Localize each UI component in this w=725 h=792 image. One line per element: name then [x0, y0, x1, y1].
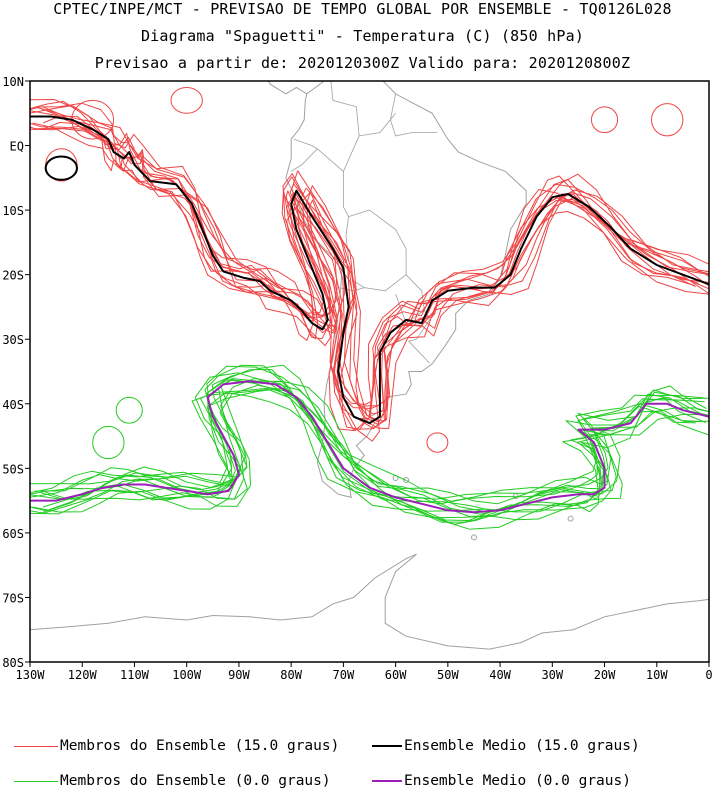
- mean15-line: [30, 115, 709, 425]
- y-tick-label: 10N: [2, 75, 24, 89]
- legend-black-label: Ensemble Medio (15.0 graus): [404, 738, 640, 754]
- member-closed-contour-6: [115, 396, 143, 424]
- members15-line-11: [30, 126, 695, 432]
- x-tick-label: 50W: [437, 668, 459, 682]
- land-island-2: [567, 515, 574, 522]
- members15-line-5: [30, 105, 709, 409]
- x-tick-label: 10W: [646, 668, 668, 682]
- members15-line-14: [42, 121, 709, 429]
- y-tick-label: 20S: [2, 269, 24, 283]
- spaghetti-chart: 130W 120W 110W 100W 90W 80W 70W 60W 50W 40W 30W 20W…: [2, 75, 712, 682]
- x-tick-label: 40W: [489, 668, 511, 682]
- land-outline-layer: [30, 81, 709, 650]
- mean15-closed-contour: [44, 155, 79, 181]
- x-tick-label: 70W: [333, 668, 355, 682]
- legend-black-mean: Ensemble Medio (15.0 graus): [372, 738, 640, 754]
- y-tick-label: 70S: [2, 591, 24, 605]
- members15-line-4: [30, 126, 709, 430]
- members0-line-9: [32, 392, 709, 530]
- ensemble-members-layer: [30, 86, 709, 530]
- legend-green-label: Membros do Ensemble (0.0 graus): [60, 773, 331, 789]
- members0-line-13: [30, 364, 705, 500]
- chart-title-line-1: CPTEC/INPE/MCT - PREVISAO DE TEMPO GLOBA…: [53, 0, 672, 18]
- land-border-1: [348, 209, 407, 292]
- land-border-5: [330, 81, 360, 172]
- legend-purple-label: Ensemble Medio (0.0 graus): [404, 773, 631, 789]
- y-tick-label: 80S: [2, 656, 24, 670]
- members0-line-8: [30, 365, 707, 505]
- member-closed-contour-2: [170, 86, 203, 114]
- x-tick-label: 90W: [228, 668, 250, 682]
- legend-black-swatch: [372, 745, 402, 747]
- legend-red-swatch: [14, 745, 58, 747]
- plot-frame: [29, 80, 710, 663]
- members15-line-13: [30, 100, 705, 405]
- members15-line-6: [43, 115, 709, 422]
- members0-line-7: [30, 372, 701, 511]
- member-closed-contour-3: [651, 103, 684, 137]
- y-tick-label: EQ: [10, 140, 24, 154]
- y-tick-label: 60S: [2, 527, 24, 541]
- x-tick-label: 110W: [120, 668, 150, 682]
- land-border-6: [389, 93, 438, 137]
- land-border-8: [290, 138, 318, 172]
- mean0-line: [30, 380, 709, 514]
- legend-green-swatch: [14, 780, 58, 782]
- land-border-7: [359, 113, 396, 137]
- members0-line-11: [30, 388, 696, 523]
- land-island-1: [403, 476, 410, 483]
- legend-purple-swatch: [372, 780, 402, 782]
- member-closed-contour-4: [590, 106, 619, 134]
- land-central-america: [267, 81, 308, 95]
- y-tick-label: 30S: [2, 333, 24, 347]
- legend-red-members: Membros do Ensemble (15.0 graus): [14, 738, 339, 754]
- members0-line-10: [43, 378, 709, 513]
- members15-line-8: [30, 99, 709, 415]
- axis-layer: 130W 120W 110W 100W 90W 80W 70W 60W 50W 40W 30W 20W…: [2, 75, 712, 682]
- y-tick-label: 40S: [2, 398, 24, 412]
- x-tick-label: 100W: [172, 668, 202, 682]
- member-closed-contour-7: [92, 425, 125, 460]
- members15-line-7: [30, 107, 696, 420]
- x-tick-label: 30W: [541, 668, 563, 682]
- members15-line-12: [34, 102, 709, 407]
- members0-line-1: [30, 379, 706, 517]
- members15-line-9: [32, 122, 709, 442]
- members0-line-14: [42, 384, 709, 521]
- y-tick-label: 10S: [2, 204, 24, 218]
- chart-title-line-3: Previsao a partir de: 2020120300Z Valido…: [94, 54, 631, 72]
- ensemble-mean-layer: [30, 115, 709, 514]
- member-closed-contour-5: [426, 432, 449, 453]
- x-tick-label: 0: [705, 668, 712, 682]
- x-tick-label: 60W: [385, 668, 407, 682]
- members15-line-3: [30, 122, 699, 430]
- x-tick-label: 130W: [16, 668, 46, 682]
- land-antarctica: [30, 553, 709, 650]
- chart-title-line-2: Diagrama "Spaguetti" - Temperatura (C) (…: [140, 27, 585, 45]
- legend-green-members: Membros do Ensemble (0.0 graus): [14, 773, 331, 789]
- land-island-4: [470, 534, 477, 541]
- x-tick-label: 120W: [68, 668, 98, 682]
- members15-line-10: [43, 106, 709, 423]
- y-tick-label: 50S: [2, 462, 24, 476]
- legend-red-label: Membros do Ensemble (15.0 graus): [60, 738, 340, 754]
- x-tick-label: 20W: [594, 668, 616, 682]
- x-tick-label: 80W: [280, 668, 302, 682]
- legend-purple-mean: Ensemble Medio (0.0 graus): [372, 773, 631, 789]
